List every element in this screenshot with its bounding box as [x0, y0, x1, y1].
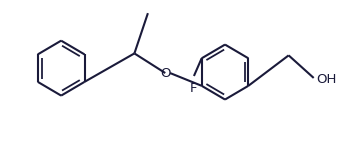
Text: O: O: [160, 67, 170, 80]
Text: OH: OH: [316, 73, 337, 86]
Text: F: F: [190, 82, 198, 95]
